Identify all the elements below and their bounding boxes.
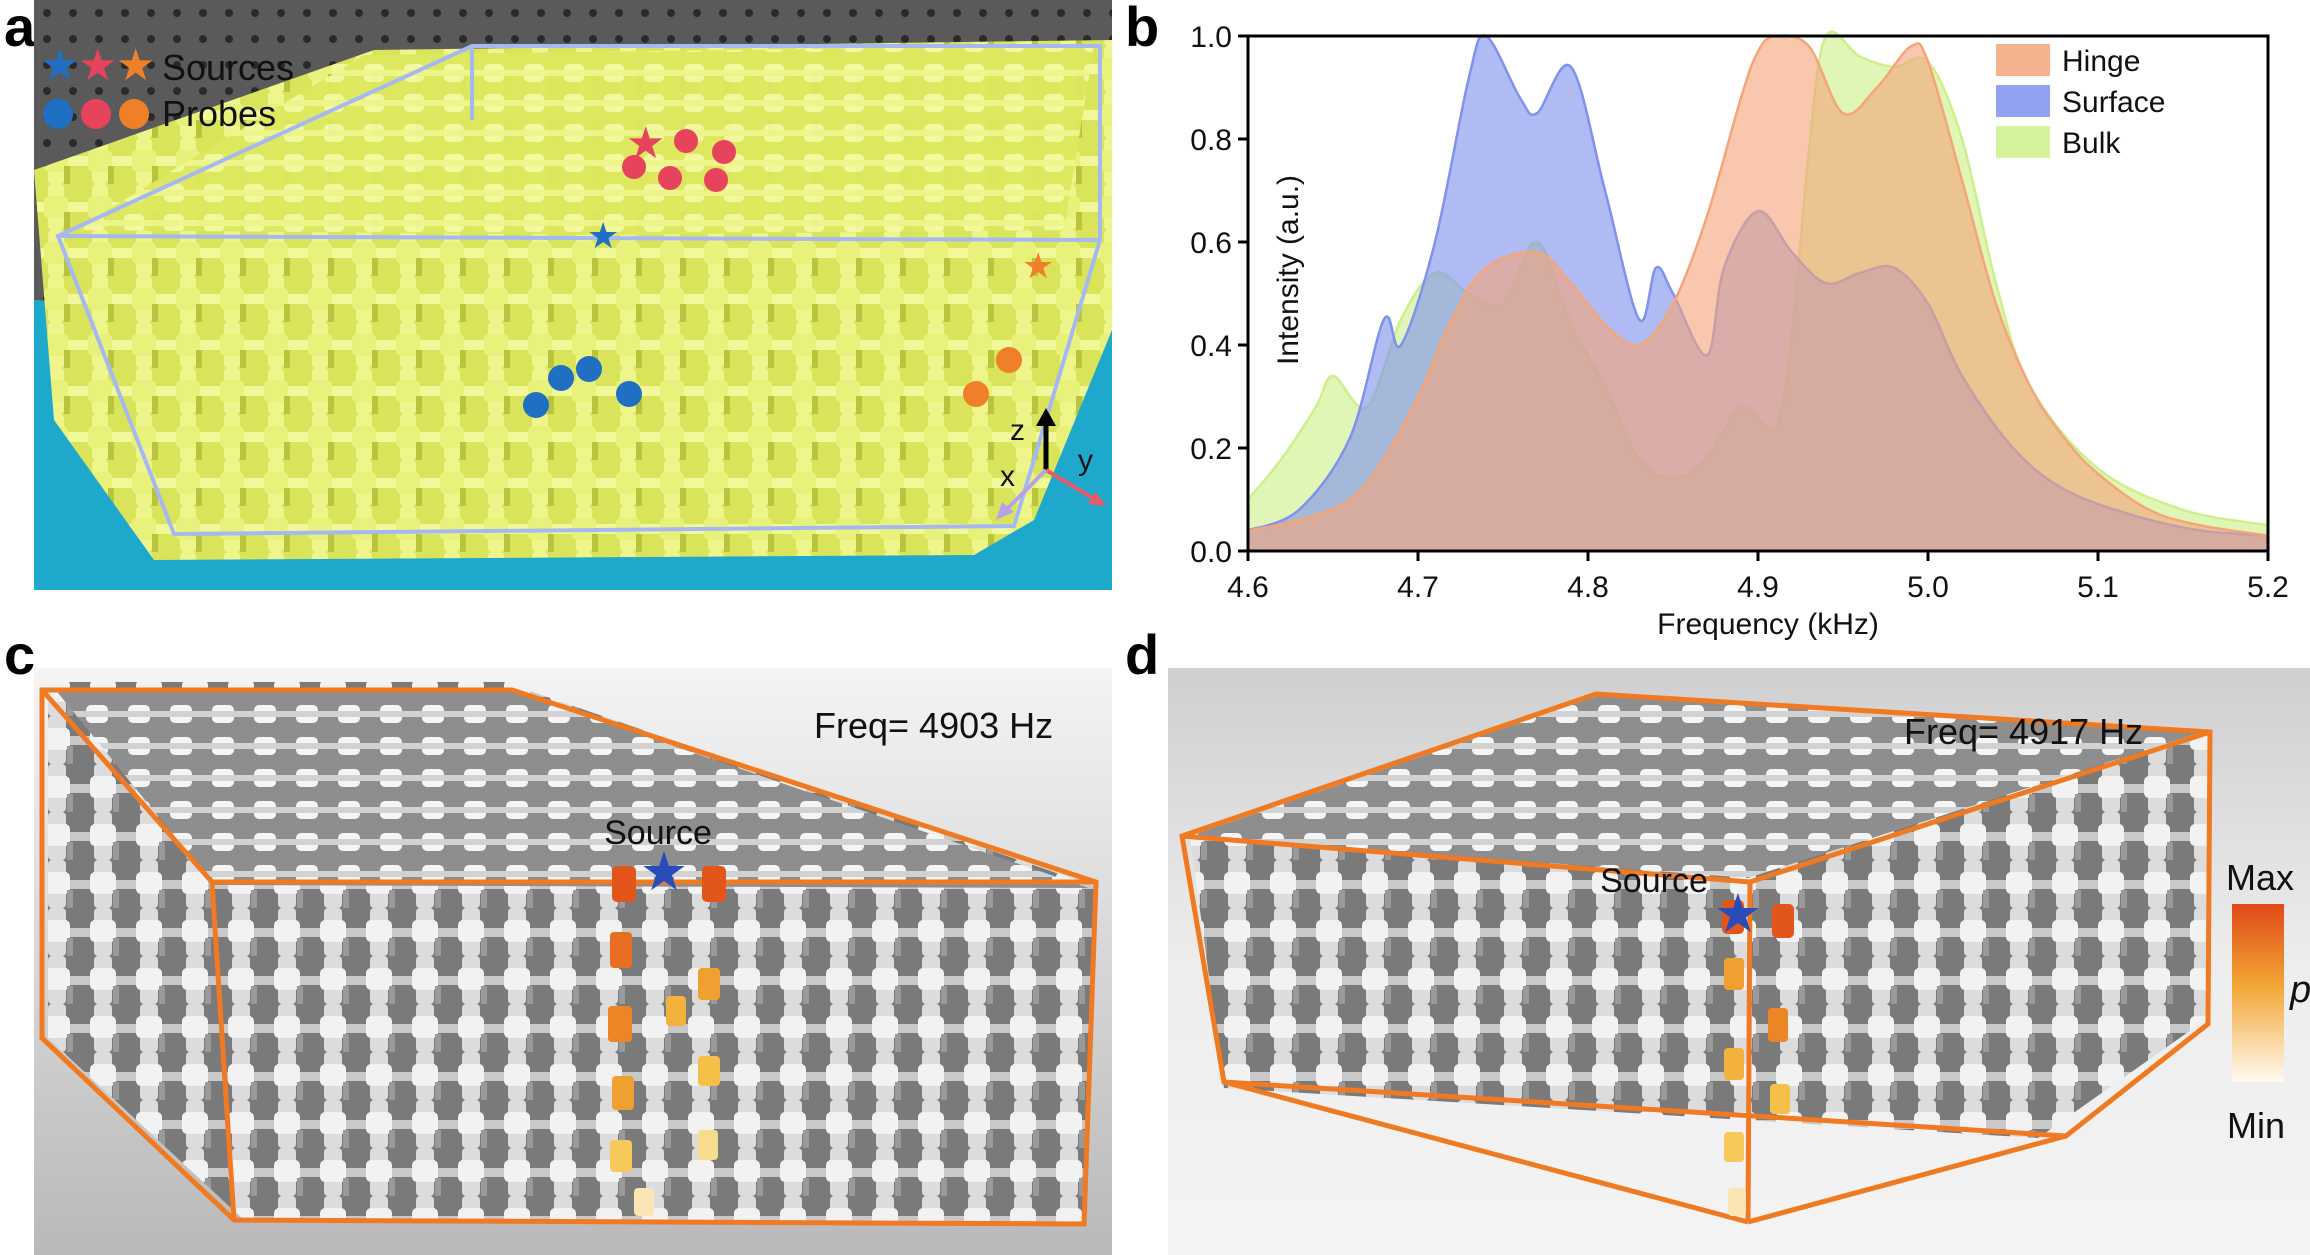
source-star-orange-icon: ★ (116, 41, 155, 90)
bounding-frame-d (1179, 691, 2213, 1225)
simulation-d-illustration: ★ Source Freq= 4917 Hz Max Min p (1168, 668, 2310, 1255)
probe-dot-orange-icon (119, 99, 149, 129)
legend-swatch-surface (1996, 85, 2050, 117)
panel-letter-d: d (1125, 623, 1160, 686)
panel-d-simulation: ★ Source Freq= 4917 Hz Max Min p (1168, 668, 2310, 1255)
pressure-column-c (608, 866, 726, 1216)
probe-dot-blue-icon (43, 99, 73, 129)
markers-orange: ★ (963, 245, 1054, 407)
bounding-frame-c (39, 687, 1099, 1227)
colorbar-min-label: Min (2227, 1105, 2285, 1146)
panel-b-chart: 4.6 4.7 4.8 4.9 5.0 5.1 5.2 0.0 0.2 0.4 0.6 0.8 1.0 … (1130, 0, 2310, 660)
probe-dot-red-icon (81, 99, 111, 129)
y-tick-label: 1.0 (1190, 21, 1232, 54)
chart-ticks: 4.6 4.7 4.8 4.9 5.0 5.1 5.2 0.0 0.2 0.4 0.6 0.8 1.0 (1190, 21, 2289, 604)
legend-label-surface: Surface (2062, 86, 2165, 119)
panel-c-simulation: ★ Source Freq= 4903 Hz (34, 668, 1112, 1255)
markers-red: ★ (622, 119, 736, 192)
chart-legend: Hinge Surface Bulk (1996, 44, 2165, 160)
x-axis-label: Frequency (kHz) (1657, 608, 1879, 641)
colorbar-max-label: Max (2226, 857, 2294, 898)
freq-label-c: Freq= 4903 Hz (814, 705, 1053, 746)
x-tick-label: 5.2 (2247, 571, 2289, 604)
source-label-d: Source (1600, 862, 1708, 900)
panel-letter-c: c (4, 623, 36, 686)
axis-y-label: y (1078, 444, 1093, 477)
x-tick-label: 5.1 (2077, 571, 2119, 604)
x-tick-label: 5.0 (1907, 571, 1949, 604)
axis-z-label: z (1010, 414, 1025, 447)
legend-swatch-hinge (1996, 44, 2050, 76)
y-tick-label: 0.0 (1190, 536, 1232, 569)
y-axis-label: Intensity (a.u.) (1272, 175, 1305, 365)
legend-sources-label: Sources (162, 47, 294, 88)
y-tick-label: 0.2 (1190, 433, 1232, 466)
legend-swatch-bulk (1996, 126, 2050, 158)
x-tick-label: 4.7 (1397, 571, 1439, 604)
panel-letter-a: a (4, 0, 36, 58)
source-label-c: Source (604, 814, 712, 852)
orange-source-star-icon: ★ (1022, 245, 1054, 286)
y-tick-label: 0.4 (1190, 330, 1232, 363)
source-star-blue-icon: ★ (40, 41, 79, 90)
photo-illustration: ★ ★ ★ Sources Probes ★ ★ ★ (34, 0, 1112, 590)
source-star-d-icon: ★ (1714, 884, 1762, 944)
legend-label-bulk: Bulk (2062, 127, 2121, 160)
axis-triad: z x y (996, 408, 1106, 520)
axis-x-label: x (1000, 460, 1015, 493)
source-star-c-icon: ★ (640, 842, 688, 902)
legend-label-hinge: Hinge (2062, 45, 2140, 78)
markers-blue: ★ (523, 215, 642, 418)
legend-a: ★ ★ ★ Sources Probes (40, 41, 294, 134)
line-hinge (1247, 34, 2269, 537)
intensity-chart: 4.6 4.7 4.8 4.9 5.0 5.1 5.20.00.20.40.60.81.0 … (1190, 21, 2289, 641)
colorbar (2232, 904, 2284, 1082)
bounding-frame (55, 44, 1102, 537)
panel-a-photo: ★ ★ ★ Sources Probes ★ ★ ★ (34, 0, 1112, 590)
y-tick-label: 0.8 (1190, 124, 1232, 157)
pressure-column-d (1722, 900, 1794, 1216)
source-star-red-icon: ★ (78, 41, 117, 90)
freq-label-d: Freq= 4917 Hz (1904, 711, 2143, 752)
blue-source-star-icon: ★ (587, 215, 619, 256)
x-tick-label: 4.9 (1737, 571, 1779, 604)
legend-probes-label: Probes (162, 93, 276, 134)
panel-letter-b: b (1125, 0, 1160, 58)
chart-areas (1247, 30, 2269, 552)
x-tick-label: 4.6 (1227, 571, 1269, 604)
colorbar-symbol: p (2289, 969, 2310, 1011)
simulation-c-illustration: ★ Source Freq= 4903 Hz (34, 668, 1112, 1255)
x-tick-label: 4.8 (1567, 571, 1609, 604)
area-hinge (1248, 35, 2268, 551)
y-tick-label: 0.6 (1190, 227, 1232, 260)
